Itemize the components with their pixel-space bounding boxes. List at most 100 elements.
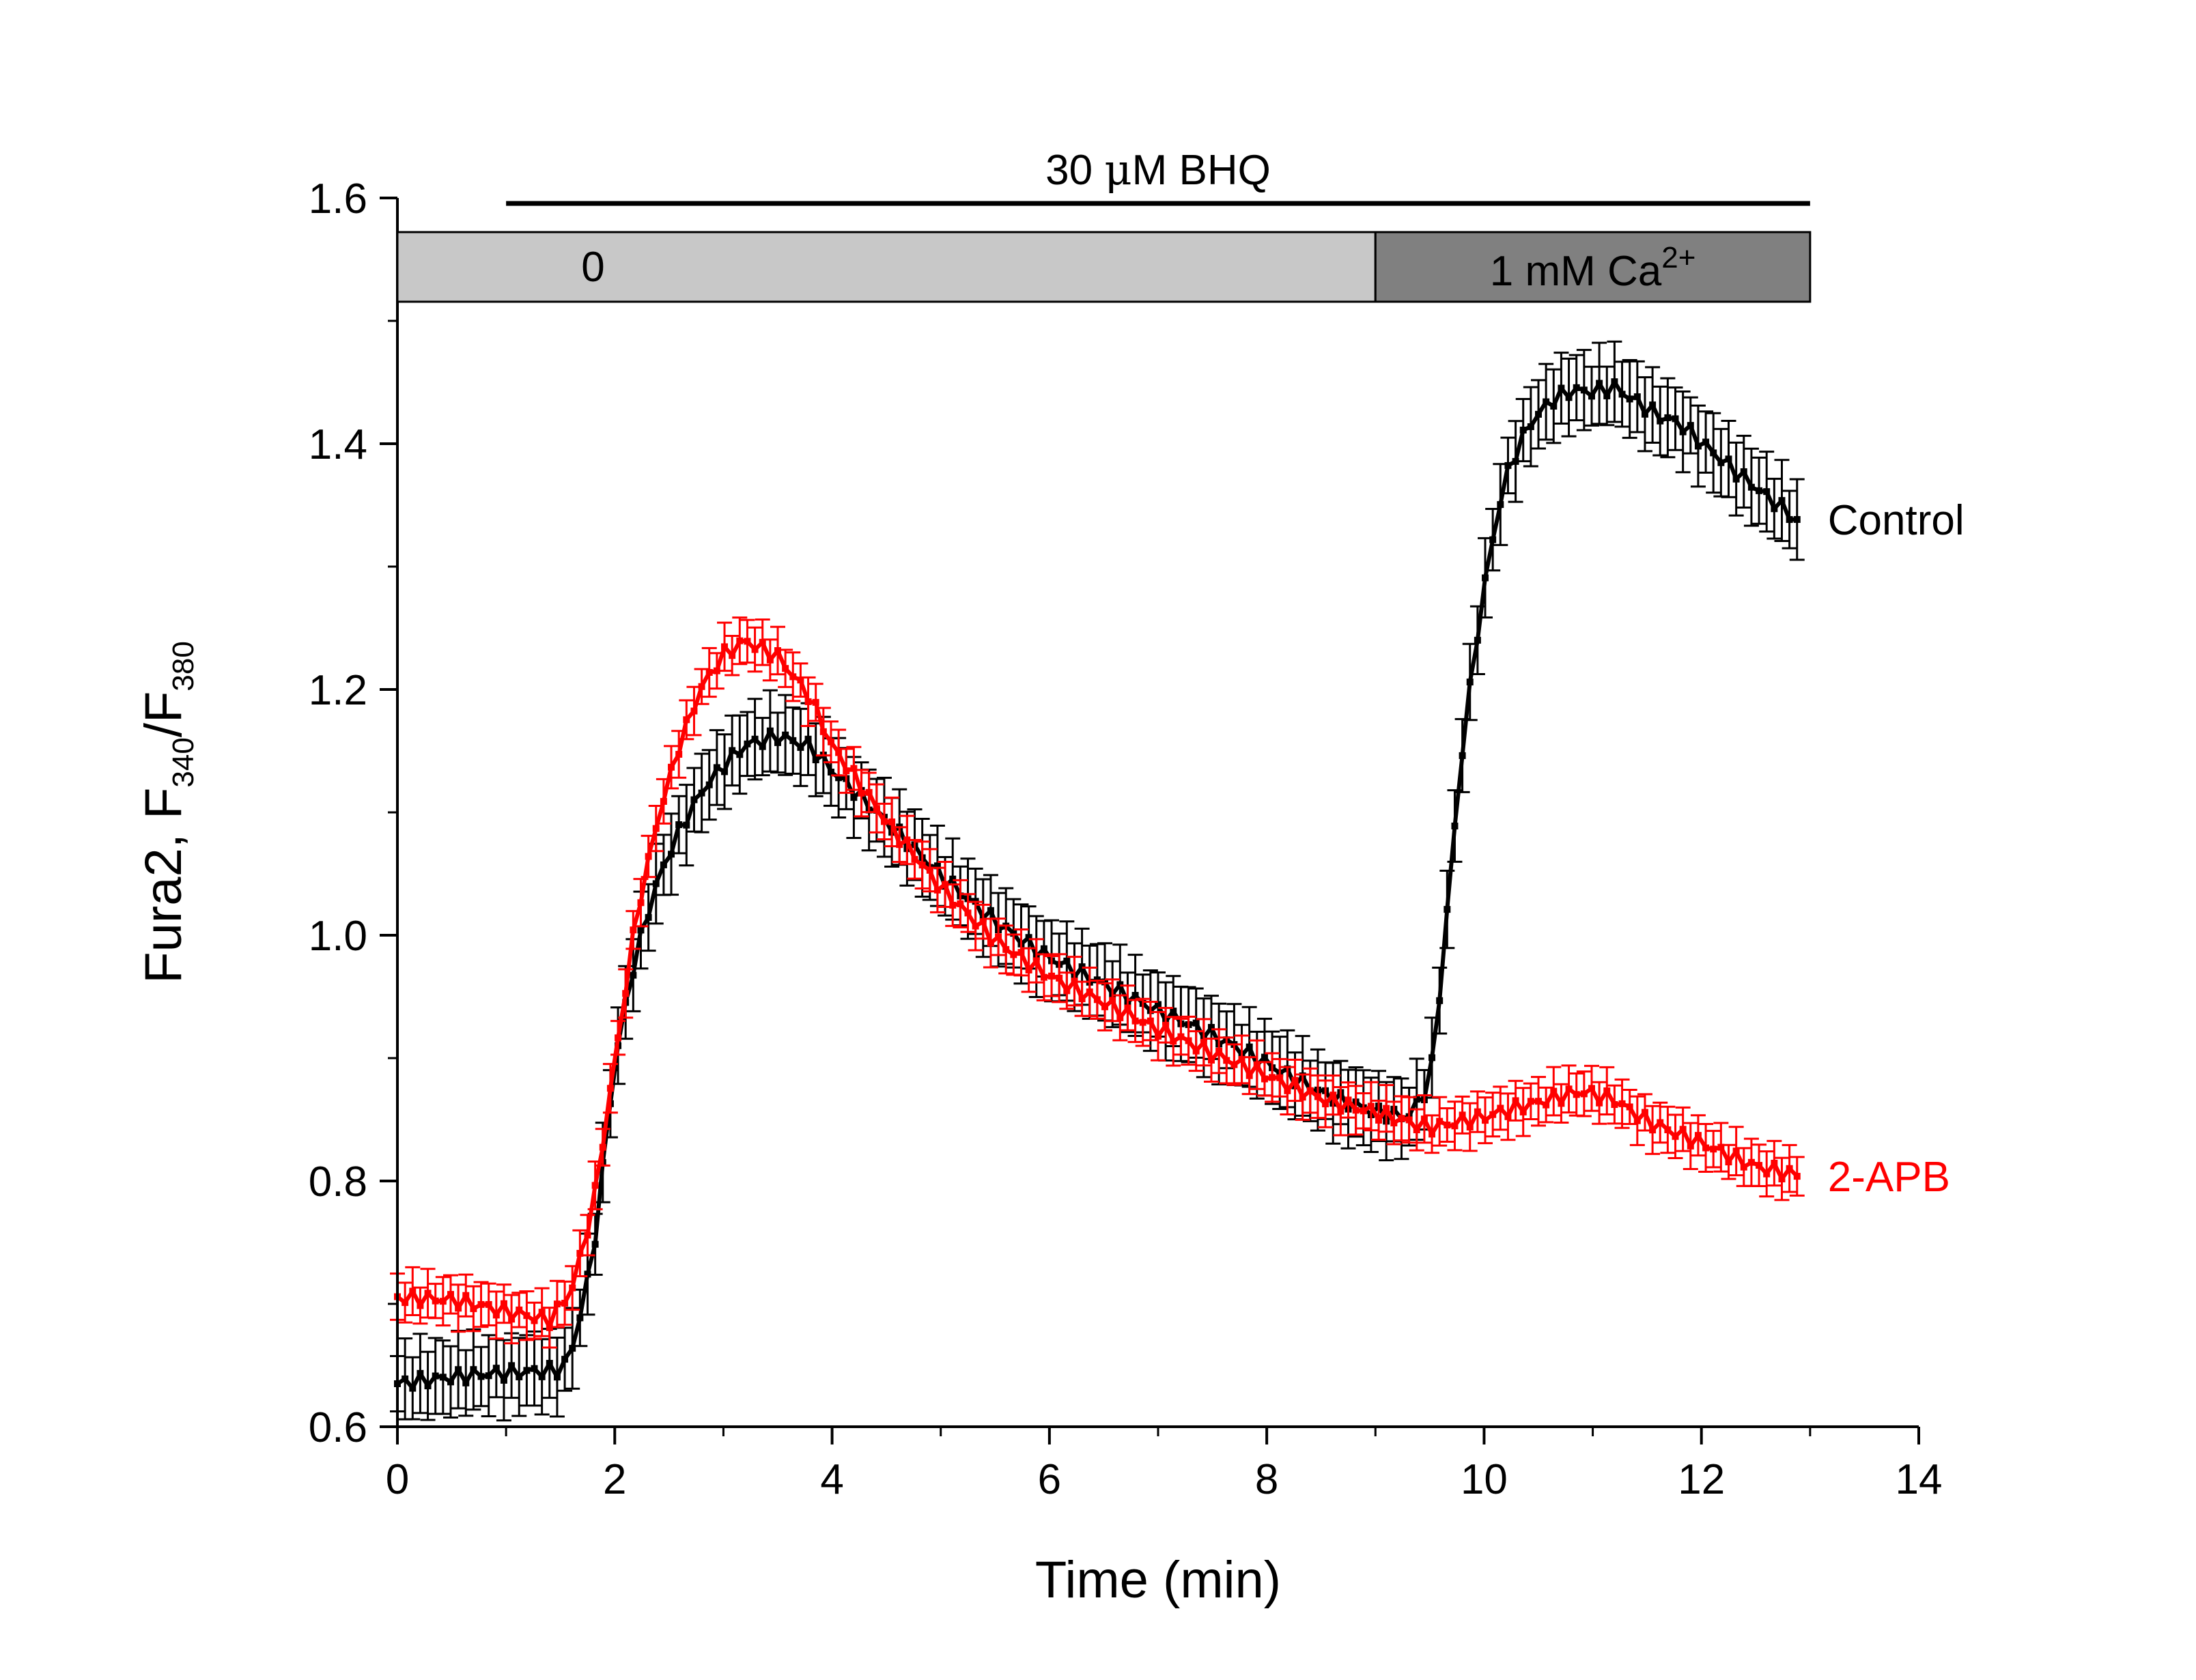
data-point <box>645 913 652 921</box>
data-point <box>782 731 789 739</box>
data-point <box>500 1300 507 1307</box>
data-point <box>1116 981 1124 988</box>
bhq-label: 30 μM BHQ <box>1045 145 1271 195</box>
data-point <box>1664 414 1672 421</box>
data-point <box>538 1373 546 1380</box>
data-point <box>615 1034 622 1042</box>
data-point <box>1793 1173 1801 1180</box>
data-point <box>1284 1087 1291 1094</box>
data-point <box>546 1360 553 1367</box>
data-point <box>1086 988 1093 995</box>
data-point <box>1413 1126 1420 1134</box>
data-point <box>424 1290 432 1297</box>
data-point <box>1740 1163 1747 1171</box>
x-ticks: 0 2 4 6 8 10 12 14 <box>386 1427 1942 1503</box>
data-point <box>721 643 729 651</box>
data-point <box>766 727 774 735</box>
data-point <box>1596 380 1603 387</box>
data-point <box>850 765 858 772</box>
data-point <box>500 1376 507 1384</box>
data-point <box>1519 427 1527 434</box>
data-point <box>1101 978 1109 986</box>
data-point <box>1786 1165 1793 1172</box>
data-point <box>584 1270 591 1278</box>
data-point <box>470 1305 477 1313</box>
data-point <box>1383 1105 1390 1112</box>
x-tick-label: 6 <box>1038 1456 1061 1503</box>
data-point <box>1740 468 1747 475</box>
data-point <box>1694 442 1702 450</box>
data-point <box>675 750 683 758</box>
data-point <box>1512 1097 1519 1105</box>
data-point <box>1550 402 1558 410</box>
x-tick-label: 0 <box>386 1456 409 1503</box>
data-point <box>1679 428 1687 436</box>
series-control <box>390 340 1805 1422</box>
data-point <box>477 1300 485 1308</box>
data-point <box>1778 497 1786 504</box>
data-point <box>591 1240 599 1248</box>
data-point <box>1200 1038 1207 1046</box>
data-point <box>1633 393 1641 401</box>
data-point <box>1207 1056 1215 1064</box>
data-point <box>477 1373 485 1380</box>
data-point <box>1436 997 1444 1004</box>
data-point <box>957 900 964 907</box>
data-point <box>668 763 675 771</box>
data-point <box>1519 1108 1527 1115</box>
data-point <box>1717 459 1725 466</box>
data-point <box>1771 505 1778 513</box>
calcium-bar <box>1374 231 1812 303</box>
data-point <box>918 862 926 869</box>
data-point <box>1063 957 1071 965</box>
data-point <box>880 818 888 825</box>
data-point <box>508 1315 516 1323</box>
data-point <box>797 743 804 751</box>
data-point <box>705 781 713 788</box>
data-point <box>1565 394 1573 401</box>
data-point <box>1504 1113 1512 1120</box>
data-point <box>1466 679 1474 686</box>
data-point <box>668 851 675 858</box>
data-point <box>402 1299 409 1307</box>
data-point <box>1603 392 1611 399</box>
data-point <box>432 1372 439 1380</box>
data-point <box>1641 1109 1648 1116</box>
data-point <box>1702 1144 1710 1152</box>
data-point <box>1756 1162 1763 1169</box>
data-point <box>447 1378 454 1386</box>
y-tick-label: 1.6 <box>309 175 367 223</box>
data-point <box>1299 1094 1306 1101</box>
data-point <box>759 743 766 750</box>
data-point <box>591 1182 599 1189</box>
data-point <box>1747 1158 1755 1166</box>
data-point <box>1550 1087 1558 1095</box>
zero-calcium-bar <box>396 231 1377 303</box>
data-point <box>1025 966 1032 973</box>
data-point <box>630 971 637 979</box>
data-point <box>751 646 759 653</box>
data-point <box>1641 410 1648 418</box>
data-point <box>637 926 645 934</box>
data-point <box>1291 1077 1299 1084</box>
data-point <box>455 1305 462 1312</box>
data-point <box>1482 1117 1489 1124</box>
data-point <box>683 716 690 724</box>
data-point <box>1558 384 1565 392</box>
data-point <box>409 1287 417 1295</box>
data-point <box>835 749 843 756</box>
data-point <box>1717 1143 1725 1151</box>
data-point <box>729 652 736 659</box>
data-point <box>1618 390 1626 398</box>
data-point <box>1626 1103 1633 1111</box>
data-point <box>622 990 630 997</box>
data-point <box>1527 423 1534 431</box>
data-point <box>1413 1096 1420 1103</box>
data-point <box>1687 1142 1694 1150</box>
data-point <box>903 836 911 844</box>
data-point <box>1185 1037 1192 1044</box>
data-point <box>1367 1102 1375 1110</box>
data-point <box>675 821 683 829</box>
x-tick-label: 4 <box>820 1456 843 1503</box>
